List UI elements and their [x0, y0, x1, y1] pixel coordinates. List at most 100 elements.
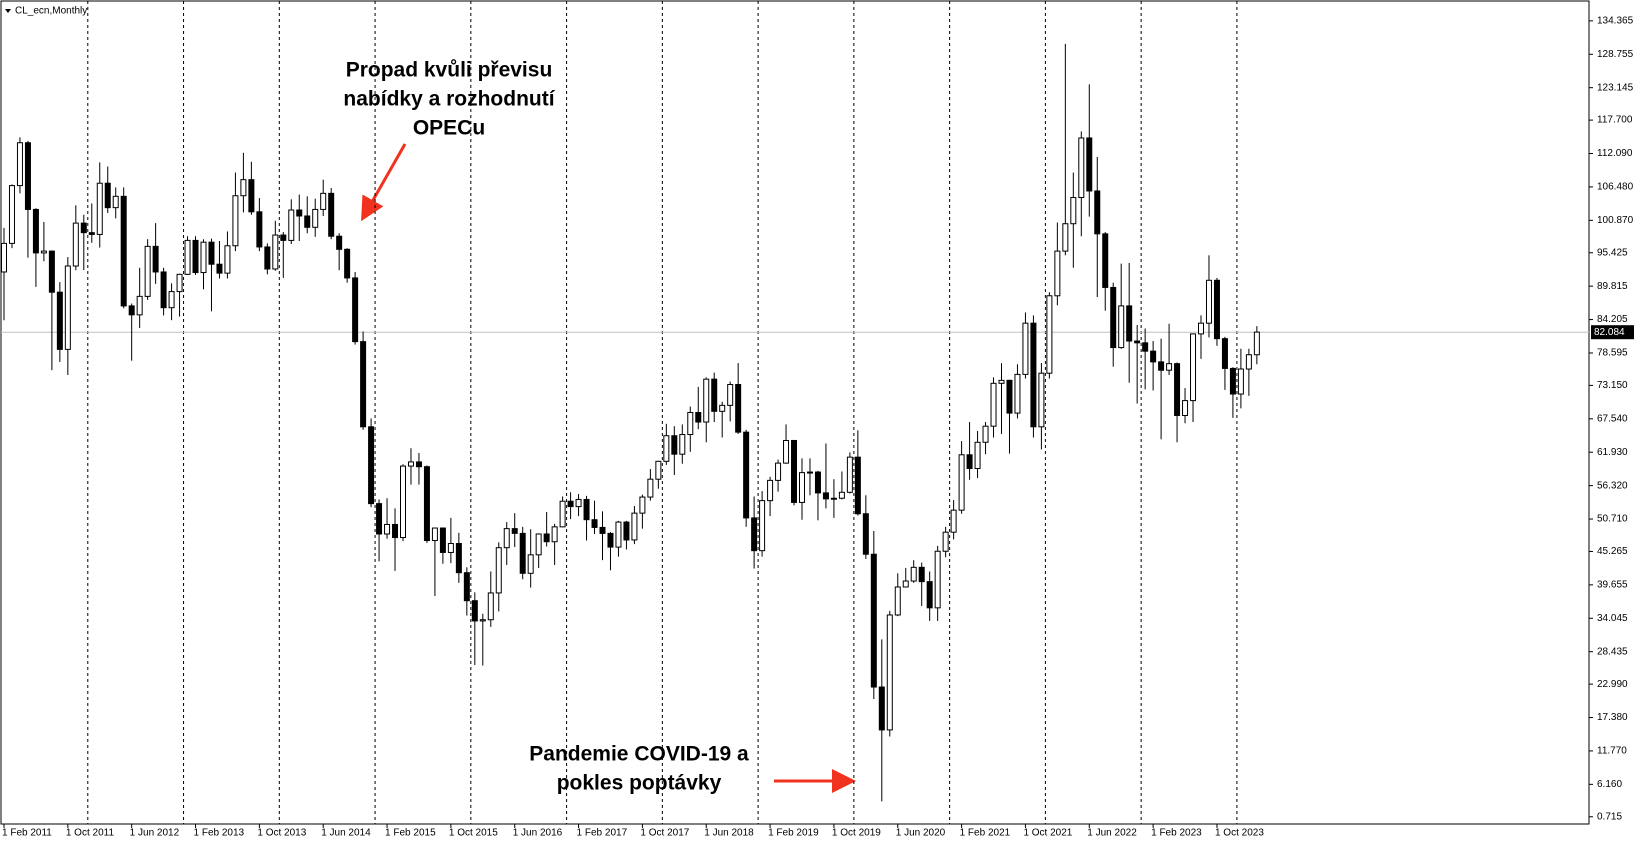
candle-body	[360, 341, 367, 428]
candle-body	[1190, 333, 1197, 402]
candle-body	[1142, 342, 1149, 352]
y-tick-label: 100.870	[1597, 215, 1634, 226]
x-tick-label: 1 Jun 2022	[1087, 828, 1137, 839]
candle-body	[1166, 363, 1173, 371]
candle-body	[200, 241, 207, 274]
candle-body	[934, 550, 941, 609]
candle-body	[519, 532, 526, 574]
candle-body	[591, 519, 598, 528]
candle-body	[958, 454, 965, 511]
candle-body	[1205, 279, 1212, 324]
x-tick-label: 1 Feb 2017	[577, 828, 628, 839]
y-tick-label: 89.815	[1597, 281, 1628, 292]
candle-body	[455, 543, 462, 574]
current-price-label: 82.084	[1594, 327, 1625, 338]
candle-body	[320, 192, 327, 210]
candle-body	[998, 379, 1005, 384]
candle-body	[415, 461, 422, 468]
candle-body	[264, 246, 271, 270]
candle-body	[384, 523, 391, 535]
candle-body	[878, 686, 885, 731]
candle-body	[886, 614, 893, 731]
candle-body	[791, 439, 798, 503]
candle-body	[160, 271, 167, 309]
plot-frame	[0, 0, 1590, 825]
x-tick-label: 1 Feb 2013	[194, 828, 245, 839]
y-tick-label: 17.380	[1597, 712, 1628, 723]
candle-body	[1102, 233, 1109, 288]
candle-body	[224, 245, 231, 274]
candle-body	[759, 500, 766, 552]
candle-body	[1, 242, 7, 273]
candle-body	[687, 412, 694, 436]
candle-body	[567, 500, 574, 508]
candle-body	[551, 526, 558, 543]
candle-body	[743, 431, 750, 519]
x-tick-label: 1 Feb 2011	[2, 828, 52, 839]
candle-body	[471, 600, 478, 622]
candle-body	[248, 179, 255, 213]
candle-body	[352, 277, 359, 343]
annotation-text: OPECu	[413, 117, 485, 140]
candle-body	[783, 439, 790, 464]
candle-body	[1022, 322, 1029, 375]
y-tick-label: 84.205	[1597, 314, 1628, 325]
y-tick-label: 134.365	[1597, 16, 1634, 27]
y-tick-label: 6.160	[1597, 779, 1622, 790]
candle-body	[152, 245, 159, 273]
candle-body	[400, 465, 406, 539]
candle-body	[631, 512, 638, 541]
candle-body	[511, 528, 518, 534]
candle-body	[328, 192, 335, 237]
candle-body	[647, 478, 654, 498]
y-tick-label: 50.710	[1597, 514, 1628, 525]
annotation-text: nabídky a rozhodnutí	[343, 88, 555, 111]
candle-body	[527, 554, 534, 574]
candle-body	[822, 492, 829, 500]
x-tick-label: 1 Oct 2015	[449, 828, 498, 839]
y-tick-label: 56.320	[1597, 480, 1628, 491]
x-tick-label: 1 Oct 2017	[640, 828, 689, 839]
candle-body	[439, 527, 446, 553]
candle-body	[128, 305, 135, 316]
x-tick-label: 1 Feb 2023	[1151, 828, 1202, 839]
candle-body	[1158, 361, 1165, 371]
candle-body	[336, 235, 343, 250]
candle-body	[599, 526, 606, 534]
candle-body	[56, 291, 63, 350]
candle-body	[24, 142, 31, 210]
candle-body	[679, 434, 686, 455]
candle-body	[846, 456, 853, 493]
candle-body	[192, 239, 199, 274]
candle-body	[799, 472, 805, 503]
annotation-arrow	[361, 143, 407, 222]
candle-body	[64, 265, 71, 350]
candle-body	[974, 441, 981, 469]
candle-body	[1134, 340, 1141, 344]
candle-body	[703, 378, 710, 423]
candle-body	[1150, 350, 1157, 363]
candle-body	[575, 498, 582, 508]
candle-body	[695, 412, 702, 423]
candle-body	[312, 208, 319, 228]
candle-body	[1221, 338, 1228, 369]
candle-body	[1182, 400, 1189, 416]
candle-body	[543, 533, 550, 543]
candle-body	[1198, 322, 1204, 335]
x-tick-label: 1 Feb 2015	[385, 828, 436, 839]
candle-body	[208, 241, 215, 265]
candle-body	[639, 496, 646, 514]
candle-body	[1110, 286, 1117, 349]
candle-body	[775, 462, 782, 481]
y-tick-label: 73.150	[1597, 380, 1628, 391]
menu-triangle	[5, 9, 11, 13]
candle-body	[80, 222, 87, 234]
candle-body	[447, 543, 454, 553]
candle-body	[719, 404, 726, 412]
candle-body	[344, 248, 351, 279]
candle-body	[1094, 190, 1101, 235]
candle-body	[1038, 372, 1045, 428]
candle-body	[392, 523, 399, 539]
